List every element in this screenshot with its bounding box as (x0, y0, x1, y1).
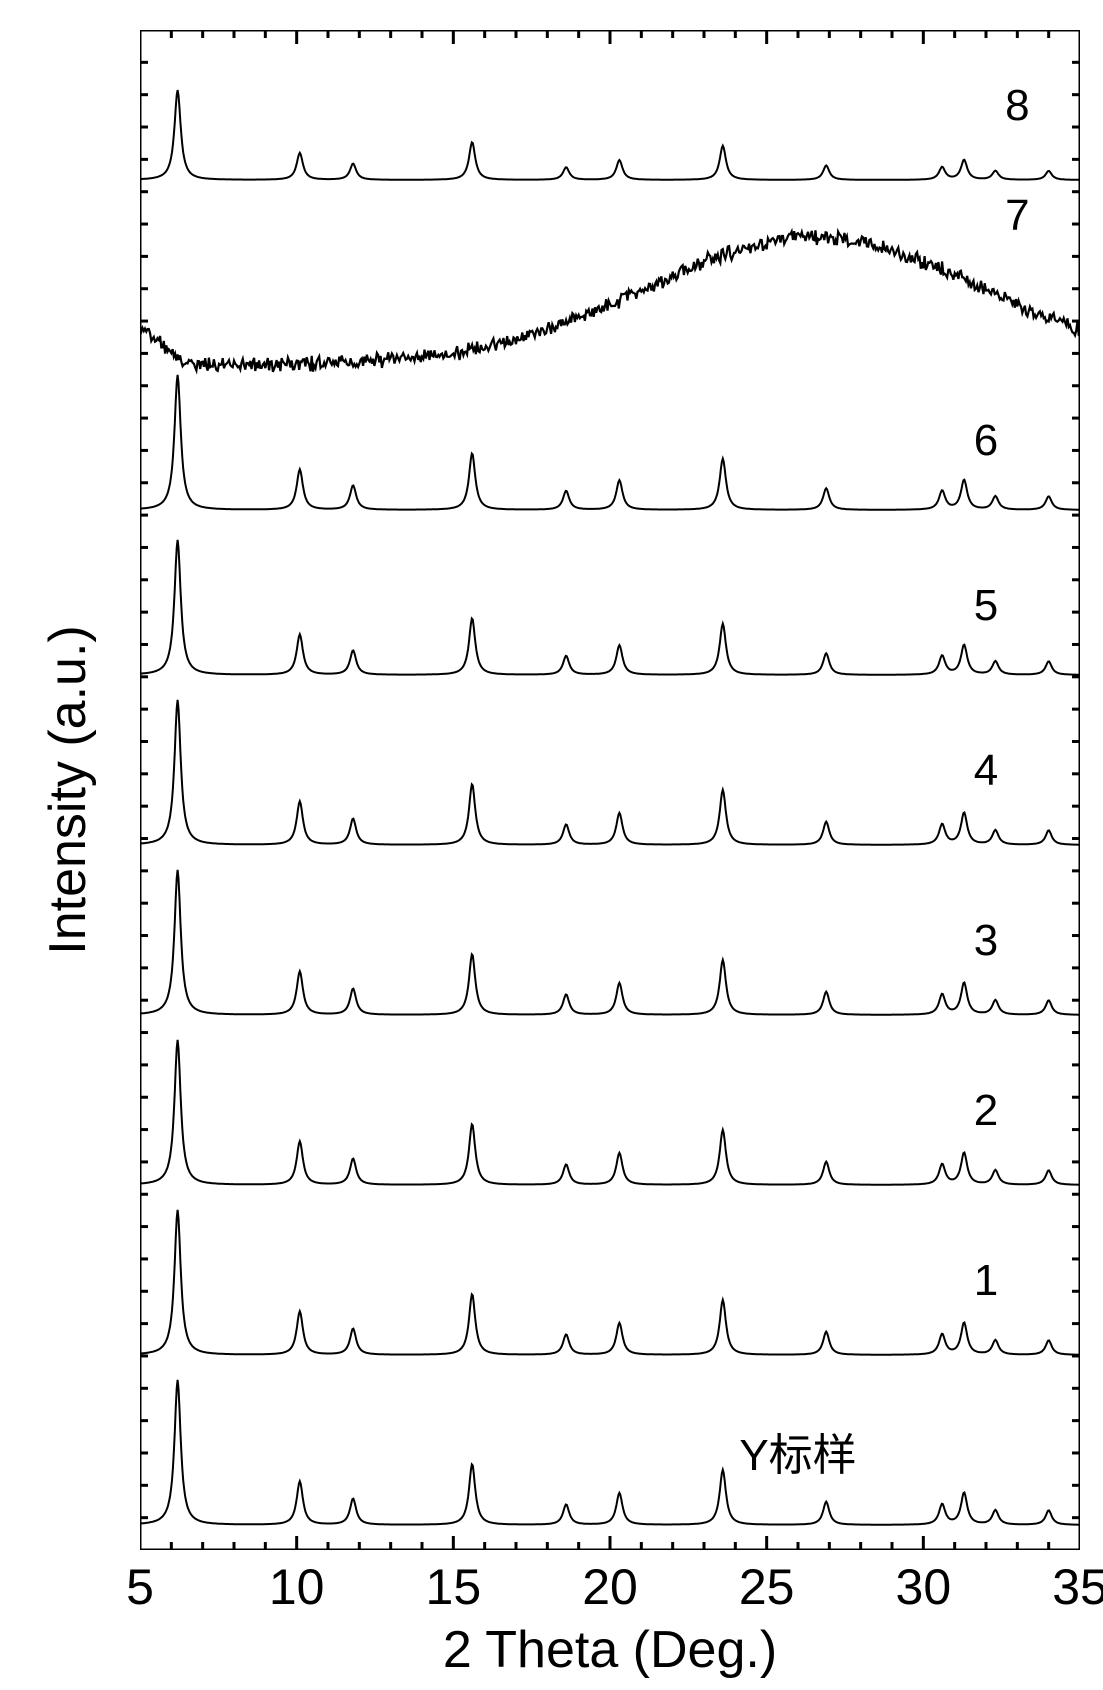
curve-label-c6: 6 (974, 416, 998, 465)
x-tick-label: 35 (1052, 1558, 1103, 1616)
curve-label-c4: 4 (974, 746, 998, 795)
curve-label-ystd: Y标样 (739, 1431, 856, 1480)
curve-label-c7: 7 (1005, 191, 1029, 240)
x-tick-label: 10 (269, 1558, 325, 1616)
x-tick-label: 15 (426, 1558, 482, 1616)
curve-label-c5: 5 (974, 581, 998, 630)
xrd-curve-c7 (140, 230, 1080, 371)
plot-svg: Y标样 1 2 3 4 5 6 7 8 (140, 30, 1080, 1550)
xrd-curve-c1 (140, 1210, 1080, 1355)
curve-label-c3: 3 (974, 916, 998, 965)
curve-label-c2: 2 (974, 1086, 998, 1135)
xrd-curve-ystd (140, 1380, 1080, 1525)
xrd-figure: Y标样 1 2 3 4 5 6 7 8 5 10 15 20 25 30 35 Intensity (a.u… (0, 0, 1103, 1690)
xrd-curve-c4 (140, 700, 1080, 845)
xrd-curve-c6 (140, 375, 1080, 510)
x-tick-label: 30 (896, 1558, 952, 1616)
curve-label-c1: 1 (974, 1256, 998, 1305)
xrd-curve-c2 (140, 1040, 1080, 1185)
x-tick-label: 25 (739, 1558, 795, 1616)
xrd-curve-c5 (140, 540, 1080, 675)
y-axis-label: Intensity (a.u.) (38, 625, 98, 954)
xrd-curve-c8 (140, 90, 1080, 180)
x-tick-label: 5 (126, 1558, 154, 1616)
x-tick-label: 20 (582, 1558, 638, 1616)
x-axis-label: 2 Theta (Deg.) (443, 1620, 777, 1680)
xrd-curve-c3 (140, 870, 1080, 1015)
plot-area: Y标样 1 2 3 4 5 6 7 8 (140, 30, 1080, 1550)
curve-label-c8: 8 (1005, 81, 1029, 130)
